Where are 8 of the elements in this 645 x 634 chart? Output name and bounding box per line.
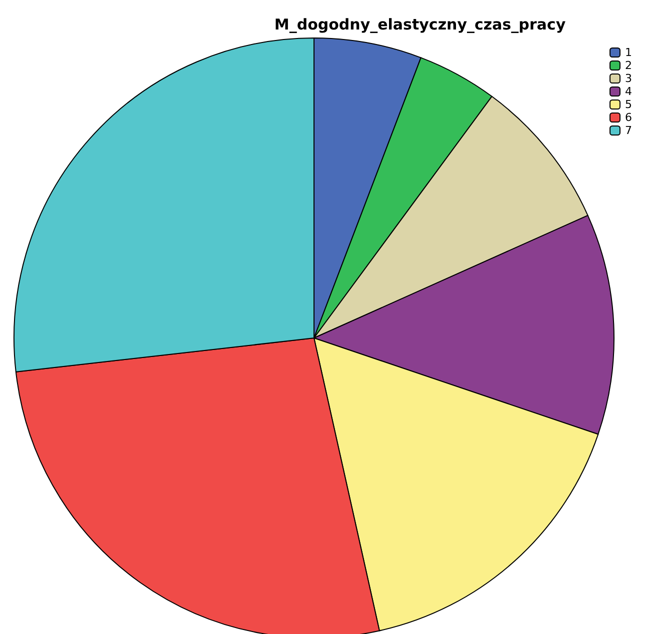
chart-title: M_dogodny_elastyczny_czas_pracy: [274, 16, 566, 34]
legend-label: 7: [625, 124, 632, 137]
legend-label: 6: [625, 111, 632, 124]
legend-label: 3: [625, 72, 632, 85]
legend-label: 1: [625, 46, 632, 59]
legend-label: 5: [625, 98, 632, 111]
legend-label: 4: [625, 85, 632, 98]
legend-label: 2: [625, 59, 632, 72]
